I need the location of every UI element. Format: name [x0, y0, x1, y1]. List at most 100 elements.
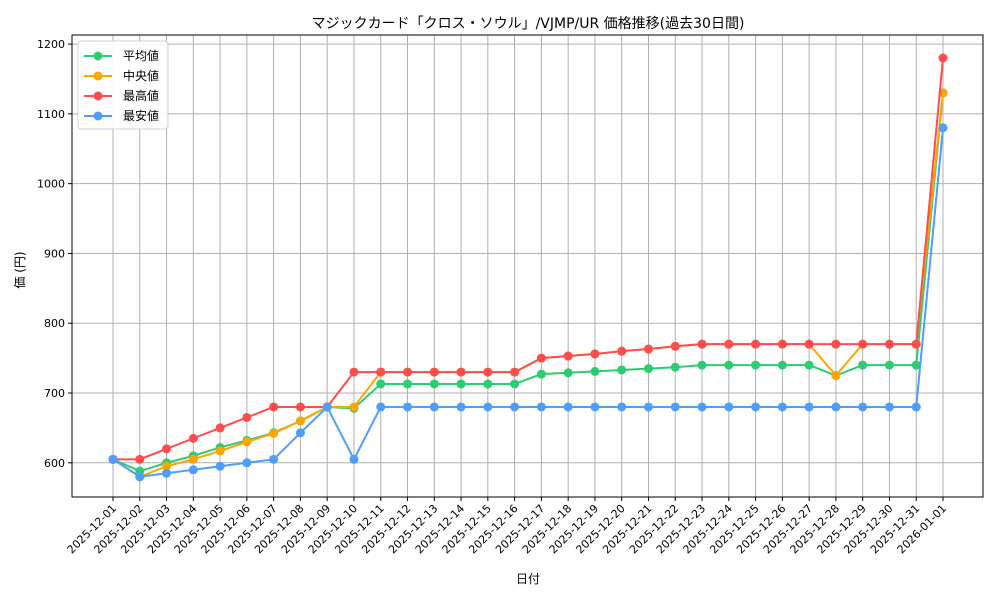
data-point — [510, 379, 520, 389]
data-point — [643, 402, 653, 412]
data-point — [242, 437, 252, 447]
data-point — [242, 458, 252, 468]
data-point — [349, 402, 359, 412]
data-point — [831, 402, 841, 412]
data-point — [724, 402, 734, 412]
data-point — [670, 362, 680, 372]
y-tick-label: 700 — [44, 387, 65, 400]
legend-marker — [93, 111, 103, 121]
legend-label: 中央値 — [123, 68, 159, 83]
data-point — [269, 402, 279, 412]
x-axis-label: 日付 — [516, 572, 540, 586]
data-point — [456, 367, 466, 377]
data-point — [536, 369, 546, 379]
series-最高値 — [108, 53, 948, 464]
data-point — [724, 339, 734, 349]
legend-marker — [93, 51, 103, 61]
data-point — [510, 367, 520, 377]
data-point — [215, 423, 225, 433]
data-point — [831, 339, 841, 349]
data-point — [162, 468, 172, 478]
data-point — [403, 367, 413, 377]
data-point — [162, 444, 172, 454]
data-point — [777, 402, 787, 412]
y-tick-label: 900 — [44, 247, 65, 260]
y-tick-label: 800 — [44, 317, 65, 330]
data-point — [643, 344, 653, 354]
data-point — [858, 360, 868, 370]
data-point — [697, 339, 707, 349]
y-axis-label: 価 (円) — [13, 251, 27, 288]
data-point — [269, 428, 279, 438]
data-point — [295, 428, 305, 438]
data-point — [751, 339, 761, 349]
data-point — [563, 402, 573, 412]
series-line — [112, 92, 944, 478]
data-point — [349, 454, 359, 464]
data-point — [242, 412, 252, 422]
data-point — [911, 402, 921, 412]
data-point — [135, 472, 145, 482]
data-point — [751, 360, 761, 370]
data-point — [938, 53, 948, 63]
data-point — [403, 402, 413, 412]
data-point — [429, 379, 439, 389]
data-point — [643, 364, 653, 374]
data-point — [322, 402, 332, 412]
data-point — [536, 402, 546, 412]
data-point — [483, 402, 493, 412]
series-line — [112, 127, 944, 478]
data-point — [456, 379, 466, 389]
series-line — [112, 92, 944, 473]
series-平均値 — [108, 88, 948, 476]
data-point — [724, 360, 734, 370]
data-point — [804, 339, 814, 349]
data-point — [376, 379, 386, 389]
data-point — [295, 402, 305, 412]
legend-marker — [93, 71, 103, 81]
data-point — [188, 465, 198, 475]
data-point — [456, 402, 466, 412]
chart-title: マジックカード「クロス・ソウル」/VJMP/UR 価格推移(過去30日間) — [312, 16, 745, 32]
data-point — [349, 367, 359, 377]
data-point — [536, 353, 546, 363]
data-point — [590, 402, 600, 412]
data-point — [483, 379, 493, 389]
data-point — [670, 341, 680, 351]
data-point — [376, 367, 386, 377]
data-point — [510, 402, 520, 412]
data-point — [884, 360, 894, 370]
data-point — [590, 349, 600, 359]
data-point — [376, 402, 386, 412]
data-point — [563, 368, 573, 378]
data-point — [563, 351, 573, 361]
data-point — [697, 402, 707, 412]
data-point — [269, 454, 279, 464]
data-point — [777, 360, 787, 370]
data-point — [858, 339, 868, 349]
data-point — [884, 402, 894, 412]
legend-marker — [93, 91, 103, 101]
data-point — [483, 367, 493, 377]
data-point — [108, 454, 118, 464]
data-point — [884, 339, 894, 349]
data-point — [697, 360, 707, 370]
data-point — [188, 454, 198, 464]
legend-label: 平均値 — [123, 48, 159, 63]
data-point — [938, 123, 948, 133]
data-point — [215, 461, 225, 471]
legend-label: 最高値 — [123, 88, 159, 103]
data-point — [135, 454, 145, 464]
data-point — [751, 402, 761, 412]
data-point — [188, 433, 198, 443]
plot-frame — [71, 34, 984, 498]
data-point — [590, 366, 600, 376]
legend-box — [77, 40, 169, 130]
data-point — [162, 461, 172, 471]
data-point — [831, 371, 841, 381]
data-point — [617, 402, 627, 412]
data-point — [403, 379, 413, 389]
data-point — [429, 367, 439, 377]
